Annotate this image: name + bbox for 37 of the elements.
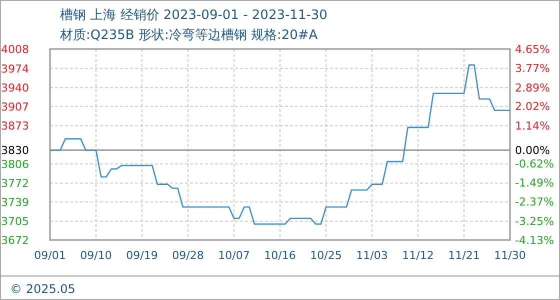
y2-tick-label: 3.77% — [515, 62, 550, 76]
x-tick-label: 09/19 — [126, 249, 158, 262]
x-tick-label: 09/10 — [80, 249, 112, 262]
x-tick-label: 11/12 — [402, 249, 434, 262]
y2-tick-label: 4.65% — [515, 43, 550, 56]
y2-tick-label: 1.14% — [515, 119, 550, 132]
y-tick-label: 4008 — [1, 43, 29, 56]
y2-tick-label: 2.02% — [515, 100, 550, 114]
x-tick-label: 09/28 — [172, 249, 204, 262]
y2-tick-label: -0.62% — [515, 158, 554, 171]
y2-tick-label: -3.25% — [515, 214, 554, 228]
x-tick-label: 10/07 — [218, 249, 250, 262]
text: © 2025.05 — [10, 282, 76, 296]
y-tick-label: 3974 — [1, 62, 29, 76]
y2-tick-label: 2.89% — [515, 81, 550, 94]
x-tick-label: 10/16 — [264, 249, 296, 262]
y-tick-label: 3907 — [1, 100, 29, 114]
y2-tick-label: 0.00% — [515, 144, 550, 158]
y-tick-label: 3705 — [1, 215, 29, 228]
x-tick-label: 11/21 — [448, 249, 480, 262]
y2-tick-label: -2.37% — [515, 196, 554, 209]
y-tick-label: 3672 — [1, 234, 29, 247]
x-tick-label: 10/25 — [310, 249, 342, 262]
chart-subtitle: 材质:Q235B 形状:冷弯等边槽钢 规格:20#A — [59, 27, 318, 43]
line-series — [49, 64, 511, 225]
x-tick-label: 11/30 — [494, 249, 526, 262]
y-tick-label: 3772 — [1, 177, 29, 190]
chart-title: 槽钢 上海 经销价 2023-09-01 - 2023-11-30 — [60, 8, 328, 23]
x-tick-label: 11/03 — [356, 249, 388, 262]
y-tick-label: 3739 — [1, 196, 29, 209]
y-tick-label: 3806 — [1, 158, 29, 171]
x-tick-label: 09/01 — [34, 249, 66, 262]
y-tick-label: 3940 — [1, 82, 29, 95]
y-tick-label: 3830 — [1, 144, 29, 158]
y2-tick-label: -1.49% — [515, 176, 554, 190]
y-tick-label: 3873 — [1, 120, 29, 133]
y2-tick-label: -4.13% — [515, 234, 554, 247]
